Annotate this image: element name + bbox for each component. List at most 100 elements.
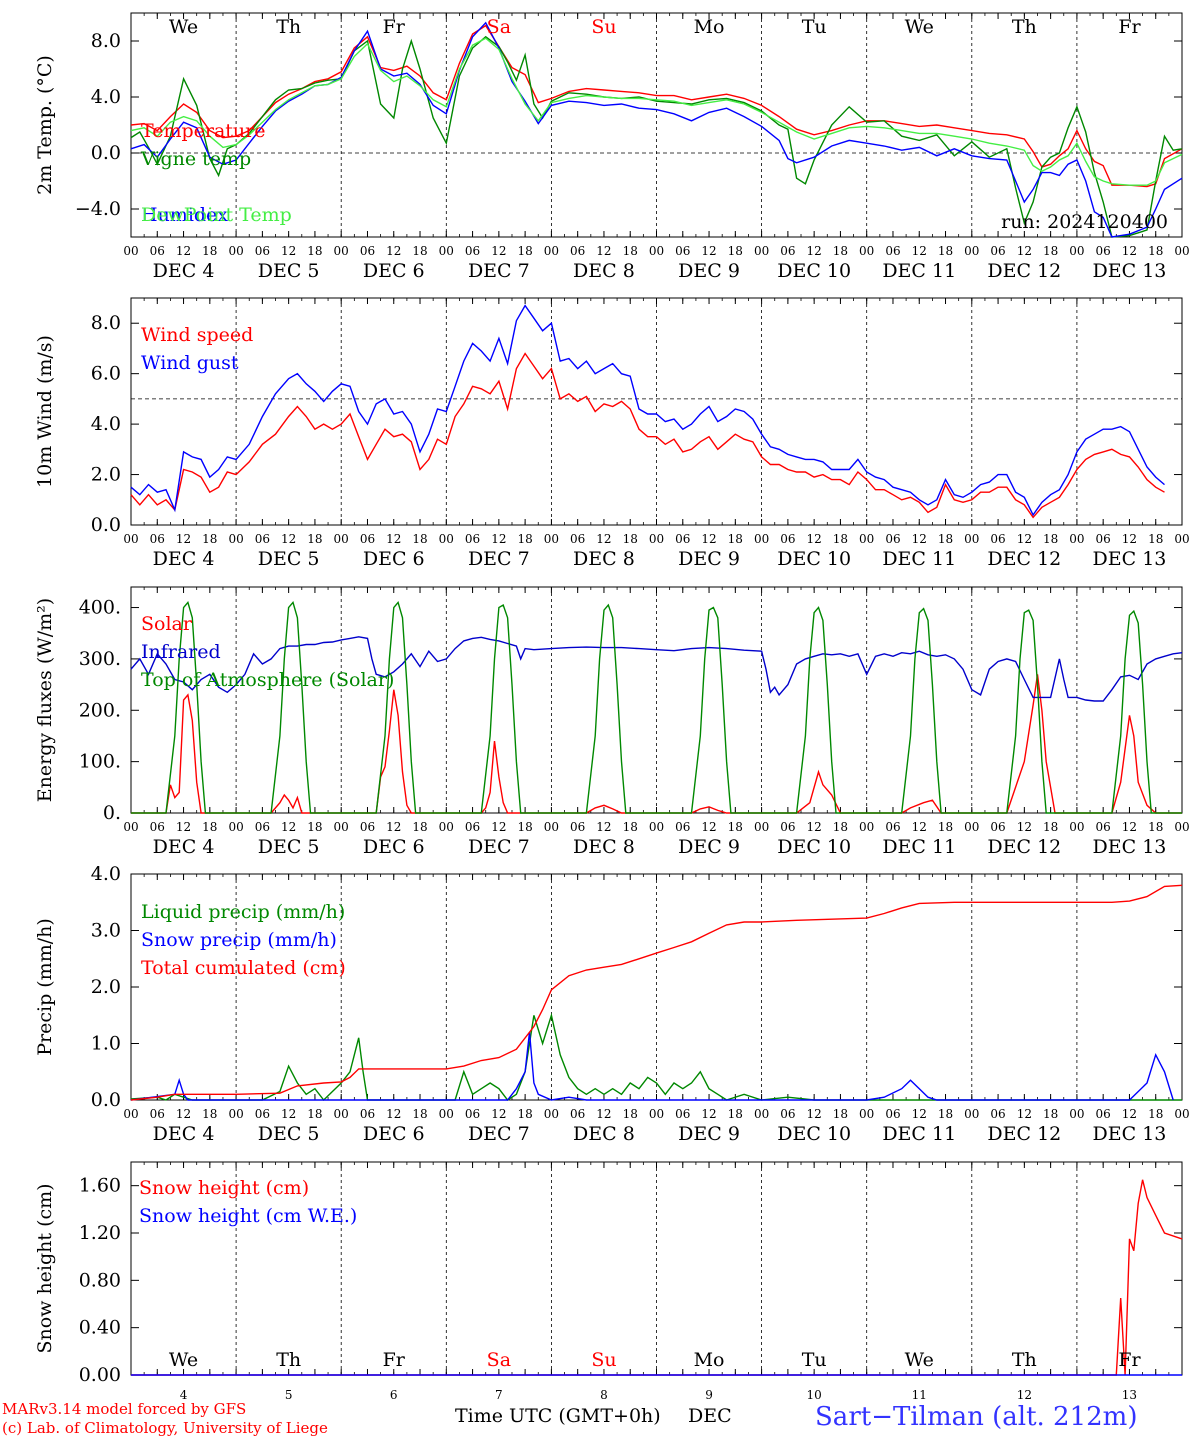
y-axis-label: Precip (mm/h): [34, 918, 56, 1056]
hour-tick-label: 06: [465, 532, 480, 546]
date-label: DEC 5: [258, 260, 320, 282]
hour-tick-label: 12: [912, 1107, 927, 1121]
day-name-label: Fr: [1118, 1349, 1141, 1371]
y-tick-label: 100.: [79, 751, 121, 773]
date-label: DEC 4: [153, 1123, 215, 1145]
legend-entry: Infrared: [141, 641, 221, 663]
date-label: DEC 11: [882, 548, 956, 570]
hour-tick-label: 06: [360, 532, 375, 546]
hour-tick-label: 18: [1148, 820, 1163, 834]
day-name-label: Th: [276, 1349, 301, 1371]
date-label: DEC 5: [258, 548, 320, 570]
hour-tick-label: 18: [307, 1107, 322, 1121]
panel-snow: Snow height (cm): [34, 1161, 1183, 1376]
date-label: DEC 7: [468, 260, 530, 282]
day-name-label: We: [905, 1349, 934, 1371]
hour-tick-label: 00: [1174, 244, 1189, 258]
hour-tick-label: 18: [202, 820, 217, 834]
legend-entry: Temperature: [141, 120, 265, 142]
hour-tick-label: 06: [675, 244, 690, 258]
y-tick-label: 6.0: [91, 363, 121, 385]
day-name-label: Fr: [1118, 16, 1141, 38]
hour-tick-label: 12: [701, 1107, 716, 1121]
hour-tick-label: 06: [990, 244, 1005, 258]
hour-tick-label: 00: [334, 1107, 349, 1121]
hour-tick-label: 00: [123, 244, 138, 258]
series-line-temperature: [130, 24, 1183, 188]
hour-tick-label: 06: [570, 1107, 585, 1121]
hour-tick-label: 06: [780, 820, 795, 834]
hour-tick-label: 00: [754, 1107, 769, 1121]
hour-tick-label: 18: [1148, 532, 1163, 546]
day-name-label: Fr: [383, 1349, 406, 1371]
date-label: DEC 13: [1093, 1123, 1167, 1145]
hour-tick-label: 00: [964, 1107, 979, 1121]
y-tick-label: 3.0: [91, 920, 121, 942]
date-label: DEC 4: [153, 836, 215, 858]
hour-tick-label: 18: [1148, 1107, 1163, 1121]
hour-tick-label: 18: [938, 1107, 953, 1121]
hour-tick-label: 00: [1174, 1107, 1189, 1121]
hour-tick-label: 18: [1148, 244, 1163, 258]
hour-tick-label: 06: [675, 1107, 690, 1121]
hour-tick-label: 18: [307, 244, 322, 258]
hour-tick-label: 12: [281, 244, 296, 258]
legend-entry: Wind speed: [141, 324, 253, 346]
run-label: run: 2024120400: [1001, 211, 1168, 233]
y-tick-label: 0.00: [79, 1364, 121, 1386]
hour-tick-label: 00: [859, 532, 874, 546]
hour-tick-label: 06: [150, 244, 165, 258]
hour-tick-label: 12: [491, 532, 506, 546]
date-label: DEC 13: [1093, 260, 1167, 282]
hour-tick-label: 18: [412, 244, 427, 258]
date-label: DEC 4: [153, 260, 215, 282]
hour-tick-label: 12: [807, 820, 822, 834]
hour-tick-label: 18: [833, 532, 848, 546]
legend-entry: Snow height (cm W.E.): [139, 1205, 357, 1227]
legend-entry: DewPoint Temp: [141, 204, 292, 226]
hour-tick-label: 00: [544, 244, 559, 258]
hour-tick-label: 18: [202, 244, 217, 258]
hour-tick-label: 18: [202, 532, 217, 546]
hour-tick-label: 12: [176, 532, 191, 546]
day-name-label: Fr: [383, 16, 406, 38]
day-number-label: 4: [180, 1388, 188, 1402]
y-axis-label: 10m Wind (m/s): [34, 335, 56, 488]
date-label: DEC 8: [573, 548, 635, 570]
hour-tick-label: 12: [1017, 1107, 1032, 1121]
day-name-label: Sa: [487, 16, 511, 38]
series-line-wind-speed: [130, 352, 1165, 519]
hour-tick-label: 18: [307, 532, 322, 546]
hour-tick-label: 06: [1096, 532, 1111, 546]
legend-entry: Snow height (cm): [139, 1177, 309, 1199]
y-tick-label: 1.20: [79, 1222, 121, 1244]
hour-tick-label: 18: [307, 820, 322, 834]
hour-tick-label: 00: [1069, 532, 1084, 546]
hour-tick-label: 12: [386, 1107, 401, 1121]
day-name-label: Su: [591, 16, 616, 38]
hour-tick-label: 18: [517, 1107, 532, 1121]
hour-tick-label: 12: [491, 820, 506, 834]
date-label: DEC 12: [987, 1123, 1061, 1145]
hour-tick-label: 18: [517, 532, 532, 546]
hour-tick-label: 12: [807, 244, 822, 258]
hour-tick-label: 18: [728, 244, 743, 258]
y-tick-label: 0.0: [91, 1089, 121, 1111]
date-label: DEC 11: [882, 1123, 956, 1145]
hour-tick-label: 00: [123, 1107, 138, 1121]
hour-tick-label: 00: [123, 820, 138, 834]
date-label: DEC 12: [987, 548, 1061, 570]
hour-tick-label: 00: [439, 1107, 454, 1121]
date-label: DEC 6: [363, 260, 425, 282]
hour-tick-label: 06: [570, 820, 585, 834]
panel-precip: Precip (mm/h): [34, 873, 1183, 1102]
day-number-label: 13: [1122, 1388, 1137, 1402]
hour-tick-label: 00: [544, 1107, 559, 1121]
hour-tick-label: 00: [228, 820, 243, 834]
hour-tick-label: 06: [990, 820, 1005, 834]
y-tick-label: 4.0: [91, 413, 121, 435]
hour-tick-label: 06: [675, 820, 690, 834]
legend-entry: Solar: [141, 613, 193, 635]
date-label: DEC 9: [678, 836, 740, 858]
y-tick-label: 1.0: [91, 1033, 121, 1055]
